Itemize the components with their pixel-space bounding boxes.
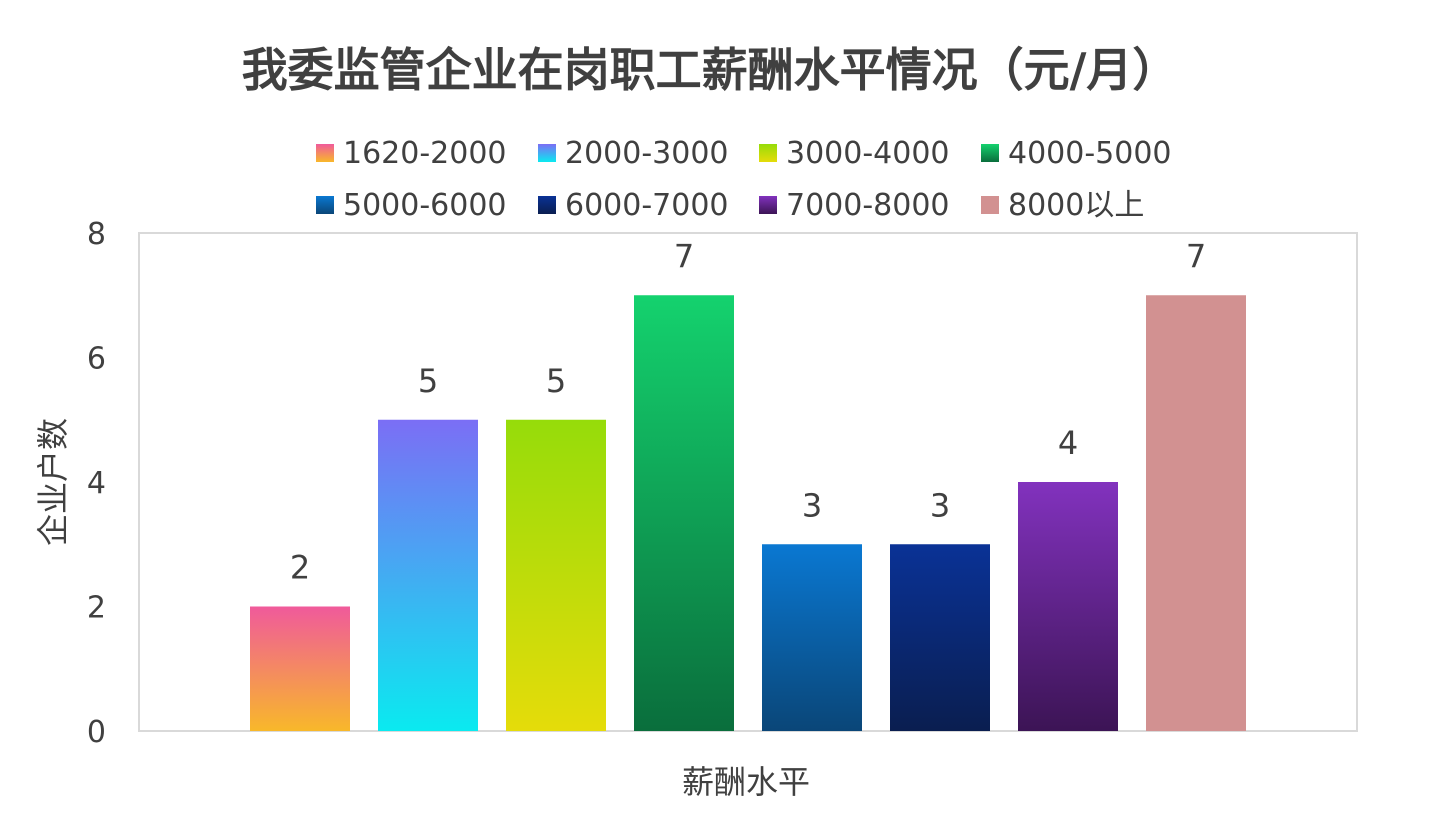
legend-label: 5000-6000 xyxy=(343,188,507,223)
x-axis-title: 薪酬水平 xyxy=(682,763,810,801)
bar-3000-4000 xyxy=(506,419,606,731)
y-tick-label: 2 xyxy=(87,591,106,626)
data-labels: 2 5 5 7 3 3 4 7 xyxy=(290,237,1206,586)
y-axis: 0 2 4 6 8 xyxy=(87,217,106,750)
legend-swatch xyxy=(759,144,777,162)
data-label: 2 xyxy=(290,549,310,587)
data-label: 7 xyxy=(674,237,694,275)
legend-swatch xyxy=(759,196,777,214)
legend-label: 3000-4000 xyxy=(786,136,950,171)
data-label: 5 xyxy=(418,362,438,400)
bar-2000-3000 xyxy=(378,419,478,731)
data-label: 3 xyxy=(802,486,822,524)
bars xyxy=(250,295,1246,731)
y-tick-label: 4 xyxy=(87,466,106,501)
bar-6000-7000 xyxy=(890,544,990,731)
legend-swatch xyxy=(981,144,999,162)
legend-label: 2000-3000 xyxy=(565,136,729,171)
data-label: 4 xyxy=(1058,424,1078,462)
legend-swatch xyxy=(538,196,556,214)
bar-1620-2000 xyxy=(250,606,350,731)
y-tick-label: 8 xyxy=(87,217,106,252)
plot-area xyxy=(138,232,1358,732)
legend-label: 6000-7000 xyxy=(565,188,729,223)
legend-label: 1620-2000 xyxy=(343,136,507,171)
bar-7000-8000 xyxy=(1018,482,1118,731)
chart-title: 我委监管企业在岗职工薪酬水平情况（元/月） xyxy=(242,43,1179,97)
legend-swatch xyxy=(316,196,334,214)
legend-swatch xyxy=(981,196,999,214)
data-label: 7 xyxy=(1186,237,1206,275)
y-tick-label: 6 xyxy=(87,342,106,377)
legend-label: 4000-5000 xyxy=(1008,136,1172,171)
bar-5000-6000 xyxy=(762,544,862,731)
data-label: 5 xyxy=(546,362,566,400)
legend-swatch xyxy=(316,144,334,162)
legend-label: 8000以上 xyxy=(1008,188,1144,223)
y-tick-label: 0 xyxy=(87,715,106,750)
bar-4000-5000 xyxy=(634,295,734,731)
bar-8000以上 xyxy=(1146,295,1246,731)
legend-swatch xyxy=(538,144,556,162)
legend-label: 7000-8000 xyxy=(786,188,950,223)
data-label: 3 xyxy=(930,486,950,524)
y-axis-title: 企业户数 xyxy=(34,418,72,546)
legend: 1620-2000 2000-3000 3000-4000 4000-5000 5000… xyxy=(316,136,1172,223)
